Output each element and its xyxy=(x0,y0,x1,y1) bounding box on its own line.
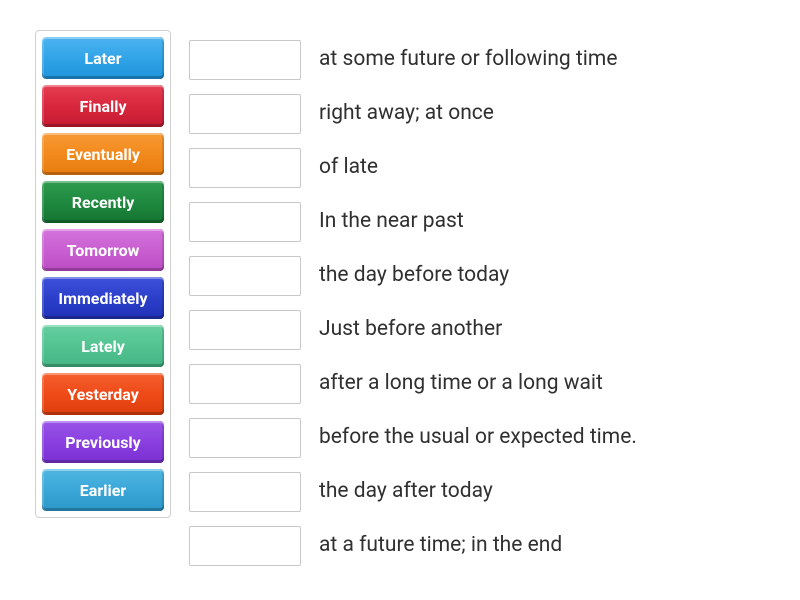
drop-slot[interactable] xyxy=(189,202,301,242)
definition-text: the day before today xyxy=(319,263,509,288)
definition-text: at some future or following time xyxy=(319,47,617,72)
definition-row: In the near past xyxy=(189,198,637,246)
word-tile[interactable]: Later xyxy=(42,37,164,79)
definition-row: at a future time; in the end xyxy=(189,522,637,570)
word-tile-label: Tomorrow xyxy=(67,241,140,260)
definition-row: Just before another xyxy=(189,306,637,354)
definition-row: the day before today xyxy=(189,252,637,300)
drop-slot[interactable] xyxy=(189,364,301,404)
word-tile-label: Previously xyxy=(65,433,140,452)
drop-slot[interactable] xyxy=(189,40,301,80)
definition-row: of late xyxy=(189,144,637,192)
definition-row: before the usual or expected time. xyxy=(189,414,637,462)
matching-exercise: Later Finally Eventually Recently Tomorrow Im… xyxy=(35,30,765,570)
word-tile[interactable]: Previously xyxy=(42,421,164,463)
word-tile[interactable]: Eventually xyxy=(42,133,164,175)
drop-slot[interactable] xyxy=(189,94,301,134)
definition-text: the day after today xyxy=(319,479,493,504)
definition-text: at a future time; in the end xyxy=(319,533,562,558)
definition-text: right away; at once xyxy=(319,101,494,126)
word-tile[interactable]: Yesterday xyxy=(42,373,164,415)
word-tile[interactable]: Lately xyxy=(42,325,164,367)
word-tile-label: Later xyxy=(84,49,121,68)
word-tile[interactable]: Recently xyxy=(42,181,164,223)
drop-slot[interactable] xyxy=(189,526,301,566)
word-tile[interactable]: Earlier xyxy=(42,469,164,511)
drop-slot[interactable] xyxy=(189,256,301,296)
word-tile[interactable]: Finally xyxy=(42,85,164,127)
word-tile-label: Eventually xyxy=(66,145,140,164)
word-tile-label: Immediately xyxy=(58,289,147,308)
definitions-column: at some future or following time right aw… xyxy=(189,30,637,570)
definition-text: after a long time or a long wait xyxy=(319,371,603,396)
definition-text: before the usual or expected time. xyxy=(319,425,637,450)
definition-text: In the near past xyxy=(319,209,464,234)
word-tile-label: Recently xyxy=(72,193,135,212)
word-tile-label: Earlier xyxy=(80,481,126,500)
word-tile[interactable]: Tomorrow xyxy=(42,229,164,271)
definition-row: the day after today xyxy=(189,468,637,516)
word-tile[interactable]: Immediately xyxy=(42,277,164,319)
definition-text: Just before another xyxy=(319,317,502,342)
drop-slot[interactable] xyxy=(189,472,301,512)
definition-row: at some future or following time xyxy=(189,36,637,84)
drop-slot[interactable] xyxy=(189,148,301,188)
word-tile-label: Finally xyxy=(79,97,126,116)
word-tile-label: Lately xyxy=(81,337,125,356)
word-tile-label: Yesterday xyxy=(67,385,139,404)
drop-slot[interactable] xyxy=(189,310,301,350)
definition-row: right away; at once xyxy=(189,90,637,138)
word-bank-column: Later Finally Eventually Recently Tomorrow Im… xyxy=(35,30,171,518)
drop-slot[interactable] xyxy=(189,418,301,458)
definition-text: of late xyxy=(319,155,378,180)
definition-row: after a long time or a long wait xyxy=(189,360,637,408)
